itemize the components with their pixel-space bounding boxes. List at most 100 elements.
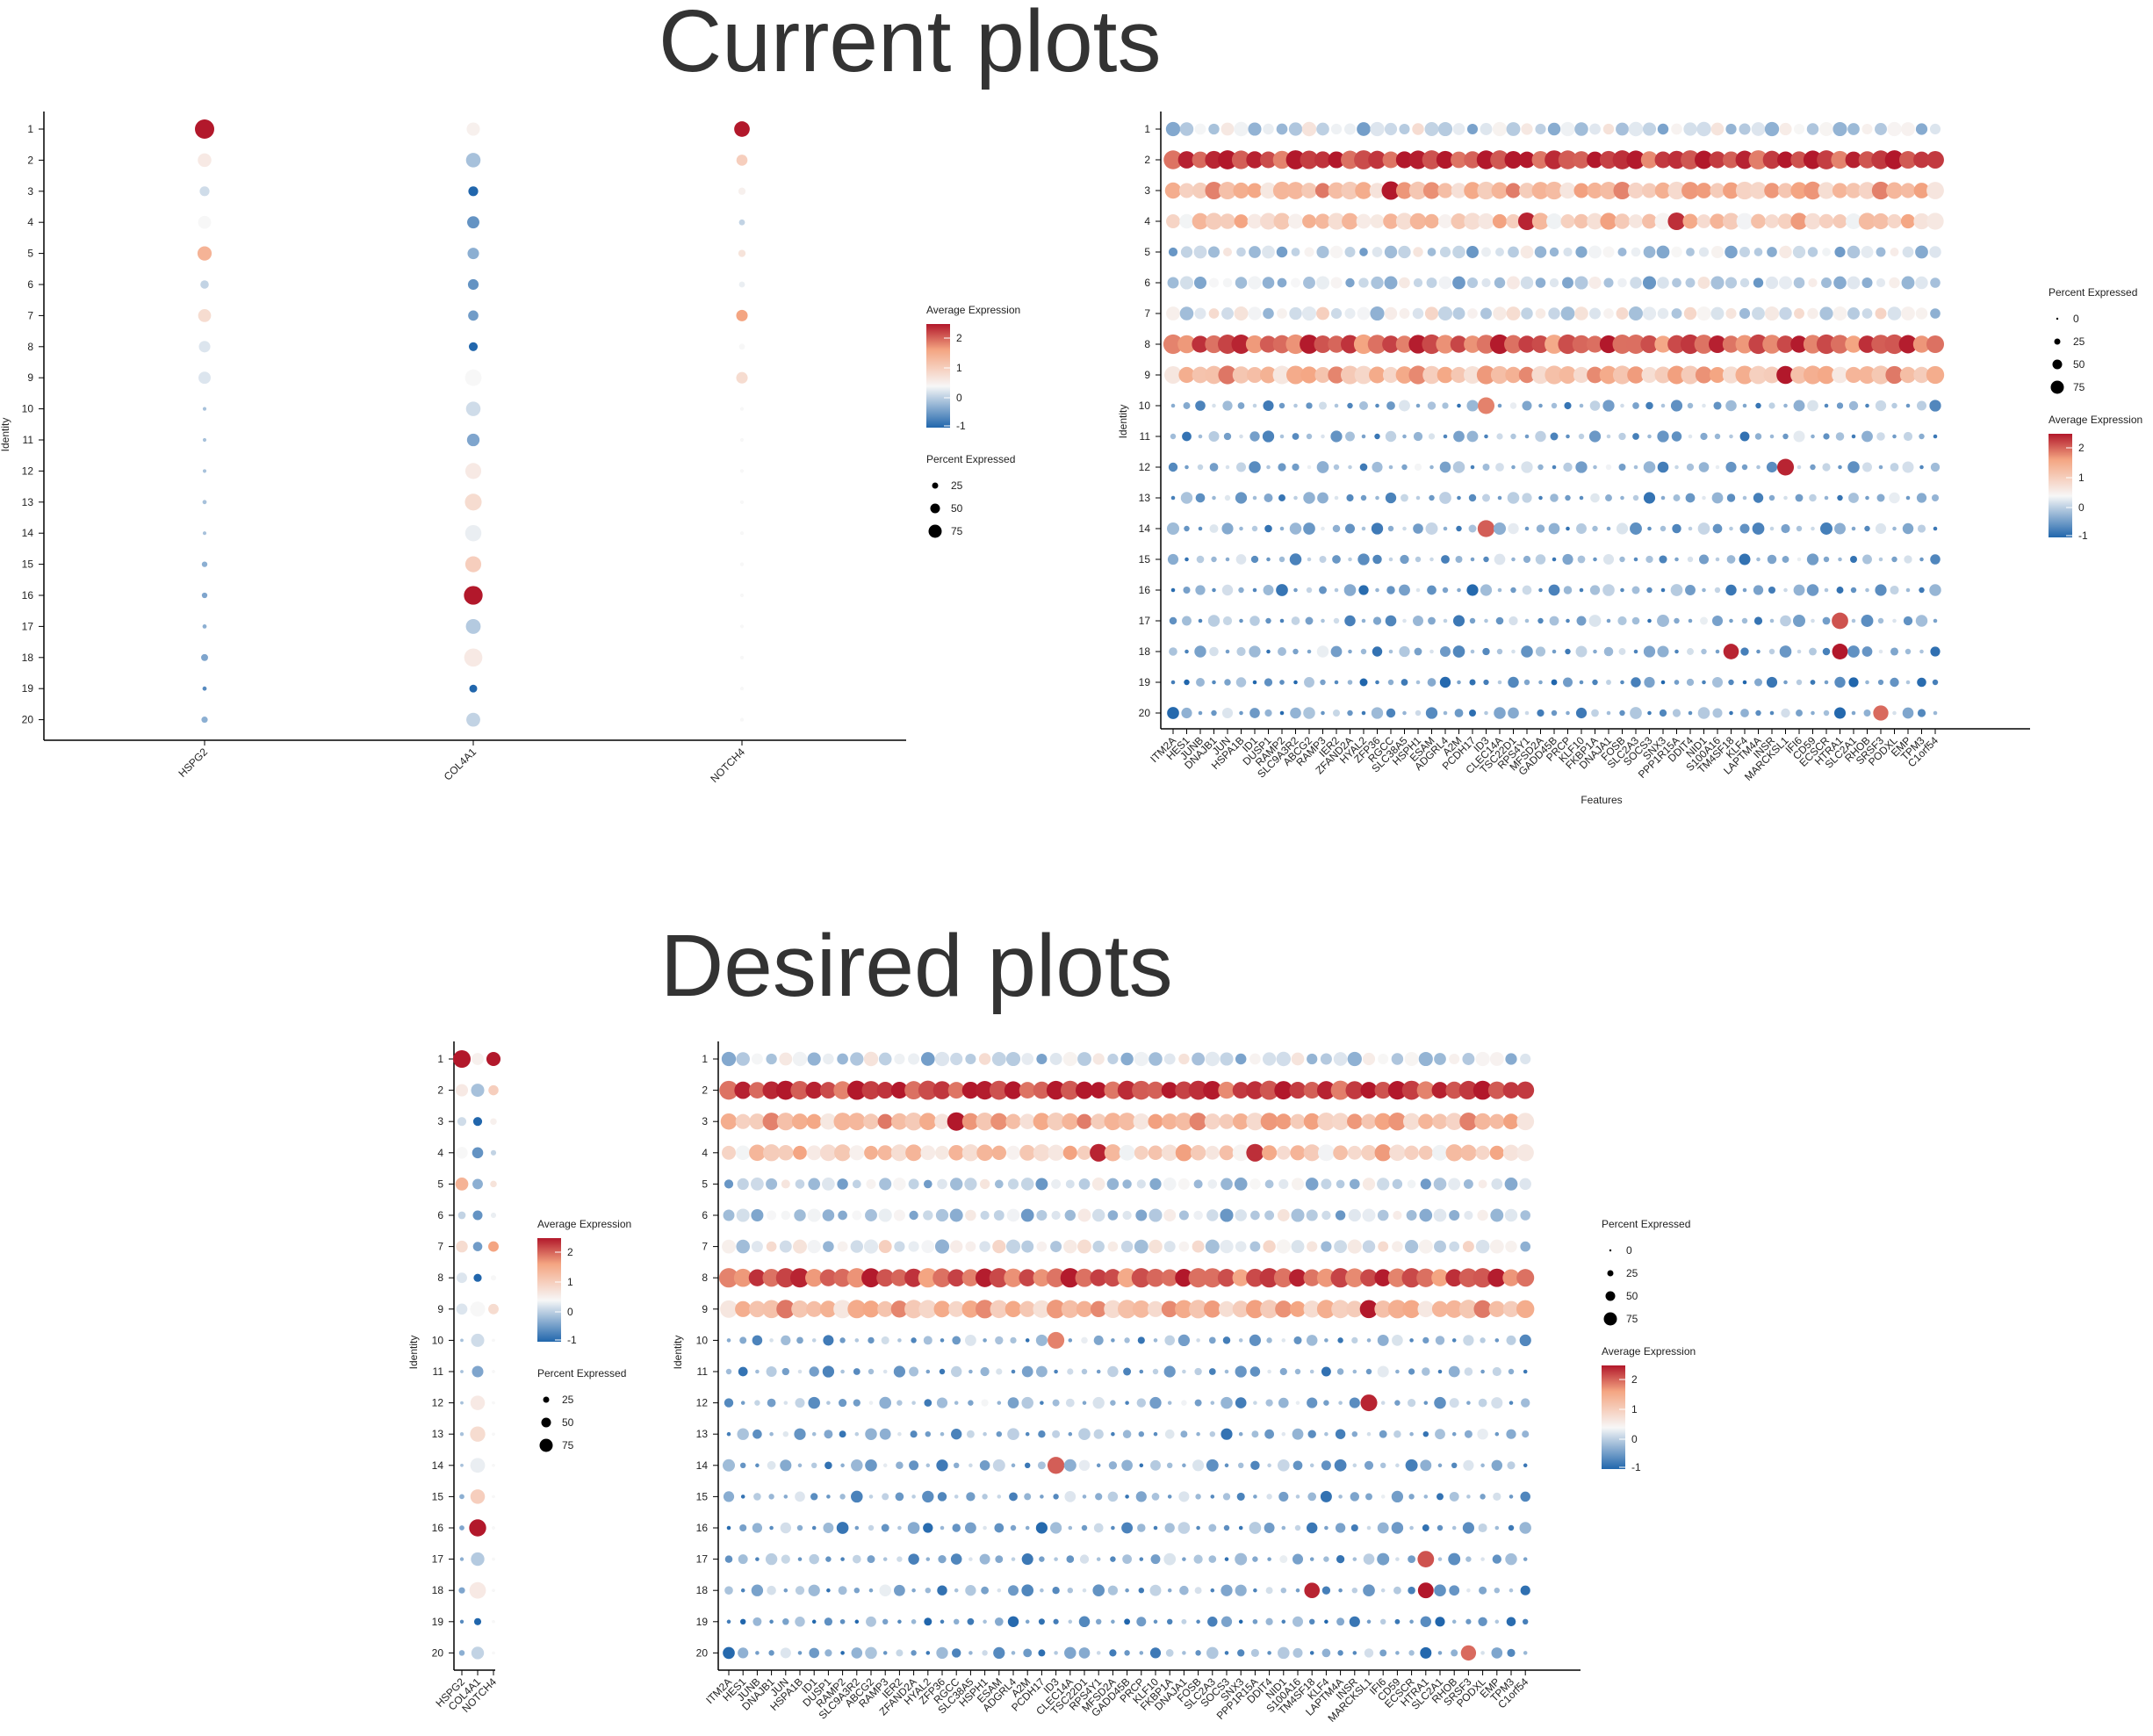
current-large-dot [1766, 676, 1778, 688]
desired-large-dot [1232, 1300, 1249, 1318]
desired-large-dot [1409, 1431, 1414, 1437]
current-large-dot [1494, 277, 1506, 289]
desired-large-colorbar [1602, 1365, 1625, 1469]
desired-large-dot [1409, 1619, 1414, 1624]
desired-large-dot [1462, 1241, 1474, 1253]
current-large-dot [1846, 183, 1861, 198]
current-large-dot [1714, 433, 1721, 440]
desired-large-dot [808, 1396, 820, 1409]
desired-large-dot [882, 1493, 889, 1501]
current-large-dot [1177, 335, 1196, 354]
desired-large-dot [783, 1495, 788, 1499]
desired-large-dot [819, 1300, 837, 1318]
desired-large-dot [1262, 1052, 1277, 1066]
current-large-dot [1319, 586, 1327, 594]
desired-large-dot [806, 1300, 823, 1317]
current-large-dot [1904, 555, 1912, 564]
desired-large-dot [1189, 1300, 1208, 1319]
desired-large-dot [833, 1300, 853, 1319]
desired-large-dot [1520, 1491, 1530, 1502]
current-small-pct-legend-dot [928, 524, 942, 538]
desired-large-dot [1374, 1144, 1392, 1162]
current-large-dot [1875, 307, 1887, 320]
desired-large-dot [1063, 1239, 1077, 1254]
desired-large-dot [846, 1268, 867, 1288]
current-large-dot [1279, 680, 1285, 685]
current-large-dot [1847, 245, 1861, 259]
desired-large-dot [1360, 1394, 1378, 1412]
desired-large-dot [1196, 1525, 1200, 1531]
current-large-dot [1348, 465, 1352, 470]
current-large-dot [1887, 121, 1902, 137]
current-large-dot [1602, 584, 1615, 596]
desired-large-dot [1078, 1178, 1091, 1190]
current-large-dot [1660, 495, 1666, 501]
current-large-dot [1933, 618, 1938, 623]
desired-large-dot [997, 1588, 1002, 1593]
current-large-dot [1574, 276, 1588, 290]
desired-large-dot [1122, 1554, 1133, 1565]
desired-large-dot [1091, 1208, 1105, 1222]
desired-large-dot [1267, 1651, 1271, 1655]
desired-large-dot [1434, 1053, 1446, 1065]
desired-large-dot [1437, 1651, 1443, 1655]
desired-large-dot [1401, 1268, 1422, 1288]
current-large-dot [1816, 334, 1837, 355]
desired-large-dot [752, 1523, 763, 1533]
desired-large-dot [1520, 1210, 1530, 1221]
desired-large-dot [1350, 1524, 1358, 1532]
current-large-dot [1851, 618, 1856, 623]
current-large-dot [1387, 525, 1394, 532]
current-large-dot [1374, 433, 1380, 440]
desired-large-dot [890, 1144, 908, 1162]
desired-large-dot [1432, 1113, 1448, 1129]
current-large-dot [1862, 554, 1872, 565]
current-large-colorbar-label: 0 [2078, 501, 2085, 514]
current-large-dot [1372, 247, 1383, 257]
current-large-pct-legend-label: 75 [2073, 381, 2085, 393]
desired-large-dot [881, 1524, 889, 1532]
current-large-dot [1767, 554, 1777, 565]
current-large-dot [1629, 306, 1643, 321]
current-large-dot [1477, 181, 1495, 200]
current-small-y-tick-label: 7 [27, 309, 33, 321]
current-large-dot [1476, 365, 1496, 385]
current-large-dot [1358, 277, 1369, 288]
current-large-dot [1236, 646, 1246, 657]
current-large-dot [1589, 585, 1601, 595]
current-large-dot [1436, 150, 1455, 169]
current-large-dot [1660, 403, 1666, 408]
desired-large-dot [1431, 1082, 1449, 1099]
desired-small-dot [456, 1303, 468, 1315]
desired-large-dot [1046, 1300, 1066, 1319]
desired-large-dot [975, 1268, 995, 1287]
current-large-dot [1429, 494, 1435, 501]
current-large-dot [1742, 680, 1747, 685]
desired-large-dot [1374, 1269, 1392, 1286]
desired-large-dot [1149, 1584, 1162, 1596]
current-large-dot [1765, 276, 1779, 290]
current-large-dot [1401, 493, 1408, 502]
current-large-dot [1725, 245, 1738, 259]
desired-large-dot [1418, 1145, 1433, 1160]
desired-large-dot [1475, 1239, 1490, 1254]
current-large-dot [1316, 245, 1329, 259]
desired-small-y-tick-label: 3 [437, 1115, 443, 1127]
current-large-dot [1797, 649, 1802, 654]
desired-large-dot [922, 1490, 934, 1503]
desired-large-dot [1392, 1178, 1403, 1190]
desired-large-dot [1219, 1145, 1235, 1161]
desired-large-dot [736, 1239, 750, 1254]
current-large-dot [1899, 151, 1917, 169]
current-large-dot [1823, 710, 1830, 717]
current-large-dot [1700, 432, 1708, 441]
current-large-dot [1477, 520, 1495, 537]
current-large-dot [1467, 308, 1478, 319]
desired-small-y-tick-label: 5 [437, 1178, 443, 1190]
current-large-dot [1344, 247, 1356, 257]
desired-large-dot [1046, 1080, 1066, 1100]
current-large-dot [1342, 212, 1358, 230]
desired-large-dot [1395, 1463, 1400, 1468]
current-large-dot [1573, 151, 1590, 169]
desired-small-dot [472, 1147, 484, 1159]
